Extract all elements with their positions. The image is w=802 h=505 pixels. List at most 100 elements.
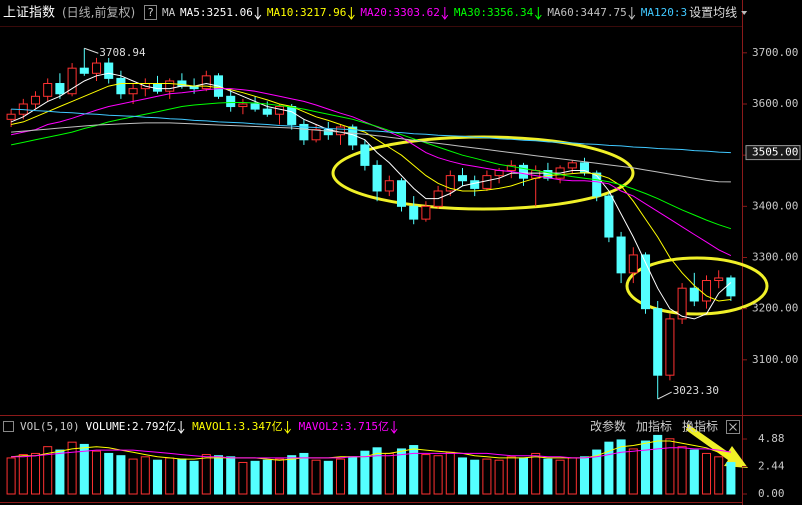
candle-body — [250, 103, 260, 110]
candle-body — [128, 88, 138, 95]
volume-bar — [55, 449, 65, 495]
candle-body — [226, 95, 236, 108]
candle-body — [616, 236, 626, 274]
volume-bar — [360, 450, 370, 495]
volume-bar — [335, 458, 346, 495]
candle-body — [714, 277, 724, 282]
help-box[interactable] — [144, 5, 157, 20]
candle-body — [79, 67, 89, 74]
candle-body — [726, 277, 736, 297]
legend-entry[interactable]: MA5:3251.06 — [180, 6, 253, 19]
volume-bar — [152, 459, 163, 495]
volume-bar — [714, 456, 724, 495]
volume-bar — [128, 458, 138, 495]
ma-line — [10, 83, 731, 302]
volume-bar — [226, 456, 236, 495]
candle-body — [287, 106, 297, 125]
y-tick-label: 3400.00 — [752, 199, 798, 212]
legend-entry[interactable]: MA30:3356.34 — [454, 6, 534, 19]
volume-bar — [213, 455, 224, 495]
volume-bar — [287, 455, 297, 495]
highlight-ellipse — [625, 256, 769, 316]
volume-bar — [445, 451, 455, 495]
volume-bar — [372, 447, 382, 495]
volume-tick-label: 4.88 — [758, 432, 785, 445]
pane-button[interactable]: 换指标 — [682, 419, 718, 434]
candle-body — [567, 162, 577, 169]
y-tick-label: 3100.00 — [752, 353, 798, 366]
volume-bar — [299, 452, 309, 495]
help-icon[interactable]: ? — [147, 6, 154, 19]
candle-body — [238, 103, 248, 108]
candle-body — [604, 195, 614, 238]
candle-body — [335, 126, 346, 136]
candle-body — [701, 280, 712, 302]
candle-body — [384, 180, 394, 192]
volume-bar — [348, 456, 358, 495]
volume-bar — [616, 439, 626, 495]
candle-body — [201, 75, 211, 90]
pane-toggle[interactable] — [3, 421, 14, 432]
ma-line — [11, 108, 731, 154]
volume-legend[interactable]: MAVOL2:3.715亿 — [299, 420, 389, 433]
volume-bar — [43, 446, 53, 495]
volume-bar — [701, 452, 712, 495]
candle-body — [6, 113, 16, 120]
annotation-leader — [84, 47, 99, 54]
volume-bar — [262, 459, 272, 495]
candle-body — [445, 175, 455, 192]
volume-bar — [409, 445, 419, 495]
dropdown-icon[interactable] — [741, 11, 748, 15]
volume-bar — [79, 443, 89, 495]
pane-button[interactable]: 改参数 — [590, 419, 626, 434]
pane-button[interactable]: 加指标 — [636, 419, 672, 434]
volume-bar — [482, 458, 492, 495]
volume-bar — [518, 457, 529, 495]
ma-settings[interactable]: 设置均线 — [689, 6, 737, 20]
trend-arrow — [441, 7, 449, 20]
volume-bar — [506, 456, 516, 495]
trend-arrow — [534, 7, 542, 20]
candle-body — [372, 164, 382, 192]
mavol-line — [11, 440, 732, 461]
close-icon[interactable] — [729, 423, 737, 431]
candle-body — [628, 254, 638, 274]
price-marker-label: 3505.00 — [752, 146, 798, 159]
legend-entry[interactable]: MA20:3303.62 — [360, 6, 439, 19]
legend-entry[interactable]: MA120:3 — [641, 6, 687, 19]
candle-body — [104, 62, 114, 79]
candle-body — [43, 83, 53, 97]
chart-title: 上证指数 — [3, 6, 55, 21]
highlight-ellipse — [331, 135, 635, 211]
volume-bar — [640, 440, 651, 495]
y-tick-label: 3200.00 — [752, 302, 798, 315]
volume-bar — [238, 461, 248, 495]
ma-line — [11, 122, 731, 183]
trend-arrow — [628, 7, 636, 20]
mavol-line — [11, 447, 731, 459]
volume-legend[interactable]: MAVOL1:3.347亿 — [192, 420, 282, 433]
candle-body — [299, 123, 309, 141]
candle-body — [396, 180, 407, 207]
trend-arrow — [347, 7, 355, 20]
volume-bar — [433, 455, 443, 495]
volume-bar — [677, 446, 687, 495]
legend-entry[interactable]: MA10:3217.96 — [267, 6, 346, 19]
volume-bar — [91, 450, 102, 495]
volume-tick-label: 0.00 — [758, 487, 785, 500]
close-pane[interactable] — [726, 420, 740, 434]
volume-bar — [18, 454, 28, 495]
volume-bar — [6, 457, 16, 495]
volume-bar — [555, 459, 565, 495]
ma-line — [10, 102, 732, 230]
volume-bar — [165, 457, 175, 495]
candle-body — [67, 67, 77, 95]
volume-tick-label: 2.44 — [758, 460, 785, 473]
volume-legend: VOLUME:2.792亿 — [86, 420, 176, 433]
volume-bar — [653, 434, 663, 495]
price-marker-box — [745, 145, 801, 161]
legend-entry[interactable]: MA60:3447.75 — [547, 6, 626, 19]
volume-bar — [689, 449, 699, 495]
candle-body — [506, 164, 516, 172]
